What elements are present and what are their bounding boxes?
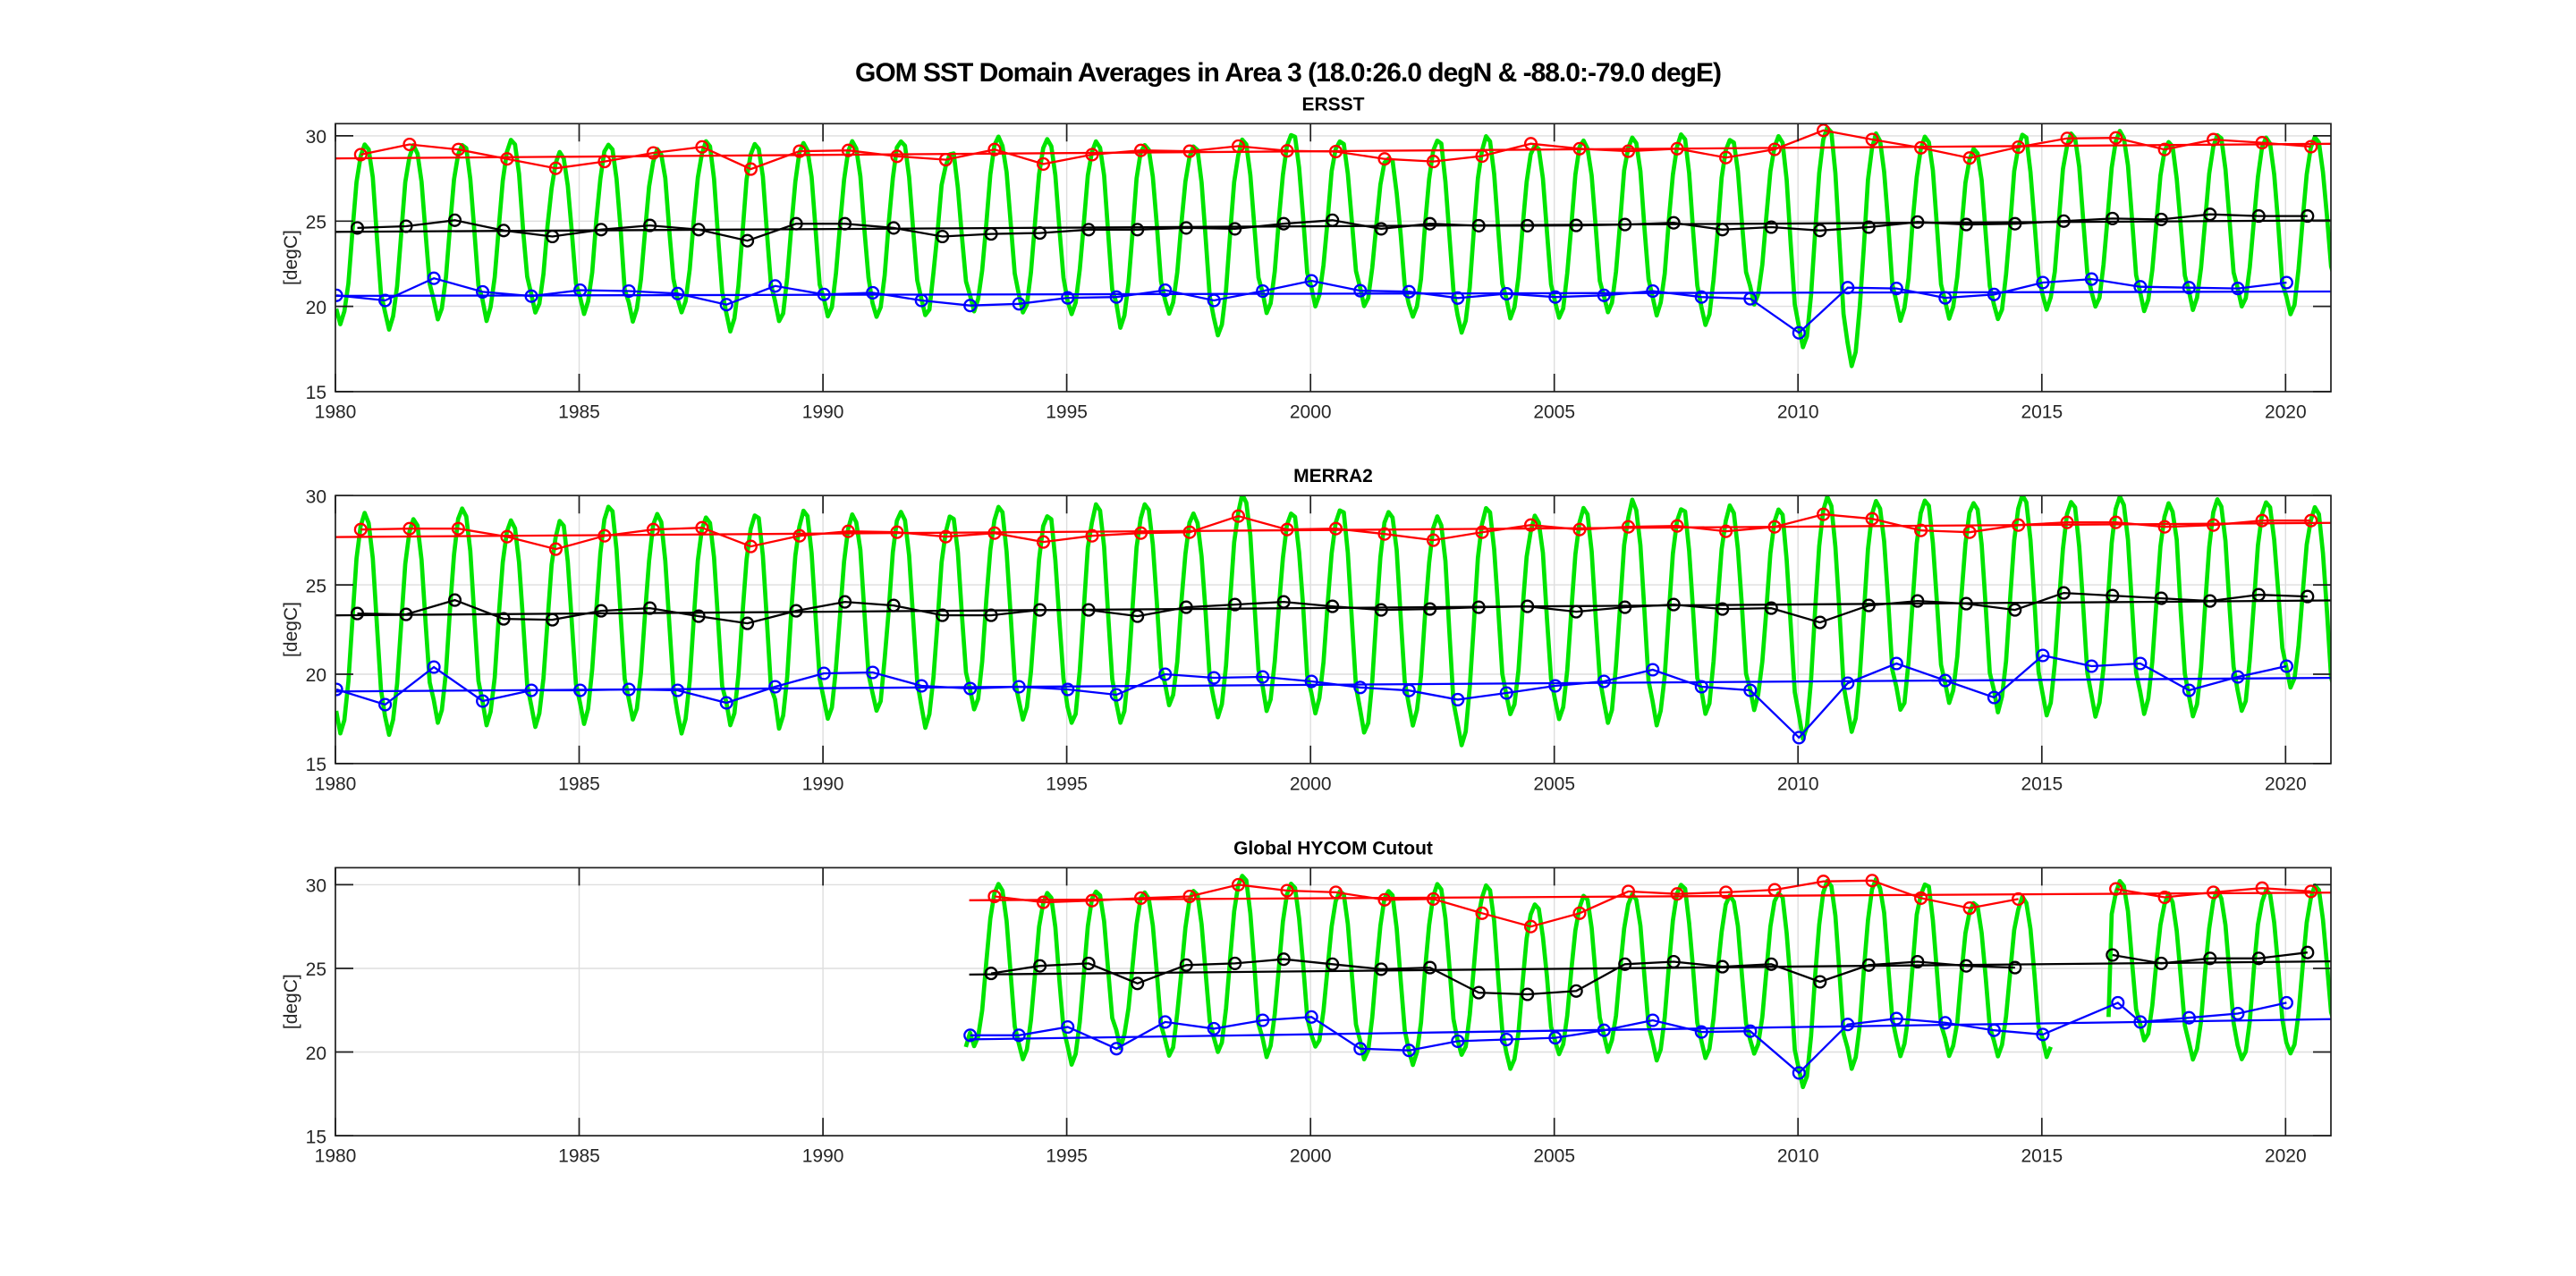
svg-text:MERRA2: MERRA2 — [1293, 466, 1373, 486]
svg-text:2000: 2000 — [1290, 1146, 1332, 1167]
svg-text:1985: 1985 — [558, 402, 600, 423]
svg-text:20: 20 — [306, 665, 326, 686]
svg-text:1995: 1995 — [1046, 773, 1088, 794]
svg-text:2005: 2005 — [1533, 1146, 1575, 1167]
svg-text:1990: 1990 — [802, 402, 844, 423]
svg-text:2005: 2005 — [1533, 402, 1575, 423]
svg-text:25: 25 — [306, 576, 326, 596]
svg-text:[degC]: [degC] — [281, 974, 301, 1029]
svg-text:30: 30 — [306, 486, 326, 507]
svg-text:25: 25 — [306, 213, 326, 233]
svg-text:2010: 2010 — [1777, 1146, 1819, 1167]
svg-text:15: 15 — [306, 383, 326, 403]
svg-text:2020: 2020 — [2265, 402, 2307, 423]
svg-text:20: 20 — [306, 298, 326, 318]
svg-text:1990: 1990 — [802, 773, 844, 794]
svg-text:Global HYCOM Cutout: Global HYCOM Cutout — [1233, 838, 1433, 858]
svg-text:1985: 1985 — [558, 1146, 600, 1167]
svg-text:20: 20 — [306, 1044, 326, 1064]
svg-text:1985: 1985 — [558, 773, 600, 794]
svg-text:1995: 1995 — [1046, 1146, 1088, 1167]
svg-text:1980: 1980 — [315, 1146, 357, 1167]
svg-text:2000: 2000 — [1290, 402, 1332, 423]
svg-text:2015: 2015 — [2021, 402, 2063, 423]
svg-text:1990: 1990 — [802, 1146, 844, 1167]
svg-text:2015: 2015 — [2021, 1146, 2063, 1167]
svg-text:2020: 2020 — [2265, 773, 2307, 794]
svg-text:1980: 1980 — [315, 773, 357, 794]
svg-text:GOM SST Domain Averages in Are: GOM SST Domain Averages in Area 3 (18.0:… — [855, 58, 1721, 88]
svg-text:2005: 2005 — [1533, 773, 1575, 794]
svg-text:ERSST: ERSST — [1301, 94, 1364, 114]
svg-text:15: 15 — [306, 755, 326, 775]
svg-text:1980: 1980 — [315, 402, 357, 423]
svg-text:[degC]: [degC] — [281, 602, 301, 657]
svg-text:2015: 2015 — [2021, 773, 2063, 794]
svg-text:2010: 2010 — [1777, 773, 1819, 794]
svg-text:15: 15 — [306, 1127, 326, 1147]
svg-text:2020: 2020 — [2265, 1146, 2307, 1167]
svg-text:2000: 2000 — [1290, 773, 1332, 794]
svg-text:1995: 1995 — [1046, 402, 1088, 423]
svg-text:2010: 2010 — [1777, 402, 1819, 423]
svg-text:30: 30 — [306, 876, 326, 897]
svg-text:25: 25 — [306, 959, 326, 980]
svg-text:[degC]: [degC] — [281, 230, 301, 285]
svg-text:30: 30 — [306, 127, 326, 148]
